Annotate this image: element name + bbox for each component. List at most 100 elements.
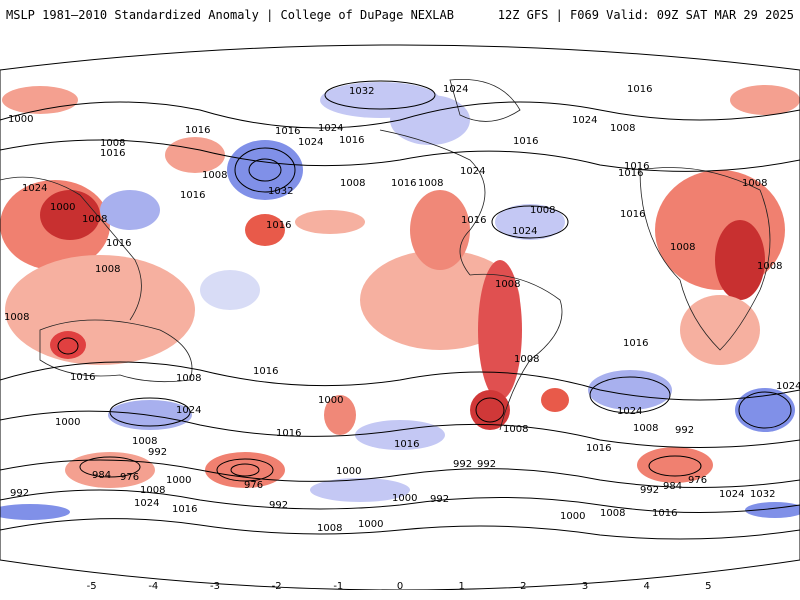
contour-label: 1008 <box>670 242 695 253</box>
contour-label: 1008 <box>340 178 365 189</box>
contour-label: 984 <box>663 481 682 492</box>
contour-label: 1008 <box>503 424 528 435</box>
coastline-south-america <box>469 273 563 431</box>
header: MSLP 1981–2010 Standardized Anomaly | Co… <box>0 0 800 40</box>
contour-label: 1016 <box>180 190 205 201</box>
contour-label: 1016 <box>620 209 645 220</box>
contour-label: 1016 <box>394 439 419 450</box>
pos-anomaly-region <box>0 504 70 520</box>
neg-anomaly-region <box>295 210 365 234</box>
contour-label: 1032 <box>268 186 293 197</box>
colorbar: -5 -4 -3 -2 -1 0 1 2 3 4 5 <box>87 581 712 590</box>
neg-anomaly-region <box>541 388 569 412</box>
coastlines <box>0 79 771 431</box>
contour-label: 1008 <box>514 354 539 365</box>
isobar-low <box>648 455 702 477</box>
anomaly-map: 1032 1024 1016 1000 1008 1016 1016 1024 … <box>0 44 800 590</box>
neg-anomaly-region <box>165 137 225 173</box>
contour-label: 1008 <box>140 485 165 496</box>
contour-label: 1008 <box>82 214 107 225</box>
colorbar-tick-label: 1 <box>458 581 464 590</box>
isobar-high <box>589 376 671 414</box>
isobar-high <box>234 147 296 193</box>
isobar-low <box>475 397 505 423</box>
contour-label: 1024 <box>512 226 537 237</box>
colorbar-tick-label: -2 <box>272 581 282 590</box>
neg-anomaly-region <box>40 190 100 240</box>
anomaly-shading <box>0 82 800 520</box>
pos-anomaly-region <box>200 270 260 310</box>
contour-label: 1008 <box>530 205 555 216</box>
pos-anomaly-region <box>310 478 410 502</box>
colorbar-tick-label: -1 <box>333 581 343 590</box>
neg-anomaly-region <box>324 395 356 435</box>
isobar-low <box>57 337 79 355</box>
contour-label: 1000 <box>358 519 383 530</box>
neg-anomaly-region <box>478 260 522 400</box>
isobar-line <box>0 139 800 172</box>
coastline-africa <box>639 167 771 351</box>
contour-label: 976 <box>120 472 139 483</box>
contour-label: 992 <box>477 459 496 470</box>
colorbar-tick-label: 0 <box>397 581 403 590</box>
isobar-line <box>0 361 800 401</box>
contour-label: 1016 <box>266 220 291 231</box>
contour-label: 1008 <box>317 523 342 534</box>
contour-label: 1008 <box>633 423 658 434</box>
contour-label: 992 <box>453 459 472 470</box>
contour-label: 1024 <box>776 381 800 392</box>
contour-label: 1000 <box>50 202 75 213</box>
isobar-low <box>216 458 274 482</box>
colorbar-tick-label: 4 <box>643 581 649 590</box>
contour-label: 992 <box>640 485 659 496</box>
contour-label: 1016 <box>618 168 643 179</box>
contour-label: 1008 <box>495 279 520 290</box>
contour-label: 992 <box>148 447 167 458</box>
contour-label: 1000 <box>560 511 585 522</box>
contour-label: 1000 <box>55 417 80 428</box>
contour-label: 1000 <box>318 395 343 406</box>
neg-anomaly-region <box>5 255 195 365</box>
coastline-asia <box>0 176 142 321</box>
contour-label: 1016 <box>652 508 677 519</box>
neg-anomaly-region <box>470 390 510 430</box>
contour-label: 1016 <box>100 148 125 159</box>
contour-label: 1008 <box>742 178 767 189</box>
neg-anomaly-region <box>715 220 765 300</box>
contour-label: 1016 <box>586 443 611 454</box>
contour-label: 1024 <box>460 166 485 177</box>
coastline-australia <box>39 319 193 383</box>
isobar-line <box>0 518 800 540</box>
contour-label: 1016 <box>275 126 300 137</box>
contour-label: 1008 <box>202 170 227 181</box>
contour-label: 992 <box>675 425 694 436</box>
contour-label: 1008 <box>600 508 625 519</box>
isobar-line <box>0 410 800 448</box>
neg-anomaly-region <box>637 447 713 483</box>
contour-label: 1024 <box>318 123 343 134</box>
pos-anomaly-region <box>100 190 160 230</box>
contour-label: 1024 <box>176 405 201 416</box>
isobar-line <box>0 489 800 513</box>
contour-label: 1016 <box>106 238 131 249</box>
contour-label: 1016 <box>461 215 486 226</box>
contour-label: 992 <box>430 494 449 505</box>
contour-label: 1000 <box>166 475 191 486</box>
contour-label: 1008 <box>4 312 29 323</box>
contour-label: 1008 <box>100 138 125 149</box>
contour-label: 1024 <box>443 84 468 95</box>
colorbar-tick-label: 3 <box>582 581 588 590</box>
contour-label: 1016 <box>391 178 416 189</box>
colorbar-tick-label: -3 <box>210 581 220 590</box>
contour-label: 1016 <box>185 125 210 136</box>
contour-label: 1016 <box>623 338 648 349</box>
contour-label: 1016 <box>253 366 278 377</box>
colorbar-tick-label: 2 <box>520 581 526 590</box>
contour-label: 1016 <box>627 84 652 95</box>
contour-label: 1024 <box>572 115 597 126</box>
isobar-contours <box>0 80 800 540</box>
contour-label: 1008 <box>132 436 157 447</box>
contour-labels: 1032 1024 1016 1000 1008 1016 1016 1024 … <box>4 84 800 534</box>
contour-label: 992 <box>269 500 288 511</box>
neg-anomaly-region <box>410 190 470 270</box>
